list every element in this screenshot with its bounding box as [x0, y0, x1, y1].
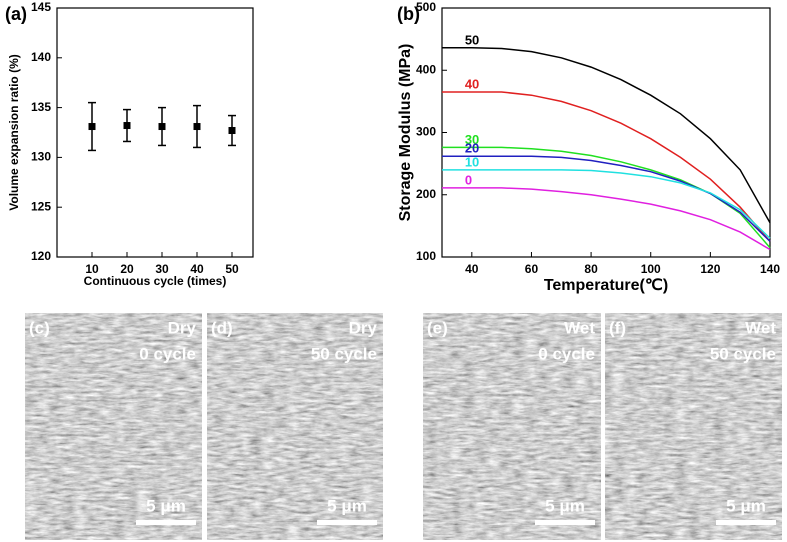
- line-series: [442, 169, 771, 239]
- sem-image: [605, 313, 782, 540]
- y-axis-title: Storage Modulus (MPa): [397, 44, 414, 222]
- x-tick-label: 40: [190, 262, 204, 276]
- cycle-label: 0 cycle: [139, 344, 196, 363]
- data-point: [193, 123, 201, 131]
- series-label: 40: [465, 76, 479, 91]
- y-tick-label: 400: [416, 62, 436, 76]
- y-tick-label: 140: [31, 50, 51, 64]
- panel-label: (b): [397, 4, 420, 24]
- plot-frame: [56, 7, 254, 258]
- scale-label: 5 μm: [146, 496, 186, 515]
- data-point: [123, 122, 131, 130]
- x-tick-label: 20: [120, 262, 134, 276]
- scale-bar: [317, 520, 377, 525]
- line-series: [442, 91, 771, 242]
- data-point: [158, 123, 166, 131]
- plot-frame: [441, 7, 771, 258]
- y-tick-label: 135: [31, 100, 51, 114]
- sem-image: [423, 313, 601, 540]
- x-tick-label: 140: [760, 262, 780, 276]
- panel-label: (c): [29, 318, 50, 337]
- y-tick-label: 125: [31, 199, 51, 213]
- scale-label: 5 μm: [327, 496, 367, 515]
- scale-bar: [716, 520, 776, 525]
- series-label: 0: [465, 172, 472, 187]
- data-point: [88, 123, 96, 131]
- condition-label: Wet: [745, 318, 776, 337]
- series-label: 10: [465, 154, 479, 169]
- sem-image: [207, 313, 383, 540]
- panel-label: (f): [609, 318, 626, 337]
- series-label: 20: [465, 141, 479, 156]
- y-tick-label: 200: [416, 187, 436, 201]
- y-tick-label: 145: [31, 0, 51, 14]
- x-axis-title: Continuous cycle (times): [84, 274, 227, 288]
- x-tick-label: 40: [465, 262, 479, 276]
- scale-bar: [535, 520, 595, 525]
- line-series: [442, 155, 771, 242]
- condition-label: Dry: [168, 318, 197, 337]
- y-tick-label: 130: [31, 150, 51, 164]
- y-axis-title: Volume expansion ratio (%): [7, 54, 21, 210]
- x-tick-label: 50: [225, 262, 239, 276]
- sem-image: [25, 313, 202, 540]
- scale-bar: [136, 520, 196, 525]
- data-point: [228, 127, 236, 135]
- x-tick-label: 80: [584, 262, 598, 276]
- cycle-label: 50 cycle: [710, 344, 776, 363]
- series-label: 50: [465, 32, 479, 47]
- y-tick-label: 300: [416, 125, 436, 139]
- line-series: [442, 47, 771, 224]
- panel-label: (e): [427, 318, 448, 337]
- y-tick-label: 100: [416, 249, 436, 263]
- line-series: [442, 187, 771, 251]
- sem-panels: (c) Dry 0 cycle 5 μm (d) Dry 50 cycle 5 μm (e) We…: [25, 313, 782, 540]
- x-tick-label: 30: [155, 262, 169, 276]
- x-tick-label: 100: [641, 262, 661, 276]
- cycle-label: 0 cycle: [538, 344, 595, 363]
- scale-label: 5 μm: [545, 496, 585, 515]
- x-tick-label: 10: [85, 262, 99, 276]
- x-tick-label: 60: [525, 262, 539, 276]
- panel-label: (a): [5, 4, 27, 24]
- cycle-label: 50 cycle: [311, 344, 377, 363]
- series-label: 30: [465, 132, 479, 147]
- scale-label: 5 μm: [726, 496, 766, 515]
- x-tick-label: 120: [700, 262, 720, 276]
- condition-label: Dry: [349, 318, 378, 337]
- y-tick-label: 120: [31, 249, 51, 263]
- panel-label: (d): [211, 318, 233, 337]
- condition-label: Wet: [564, 318, 595, 337]
- y-tick-label: 500: [416, 0, 436, 14]
- x-axis-title: Temperature(℃): [544, 277, 668, 294]
